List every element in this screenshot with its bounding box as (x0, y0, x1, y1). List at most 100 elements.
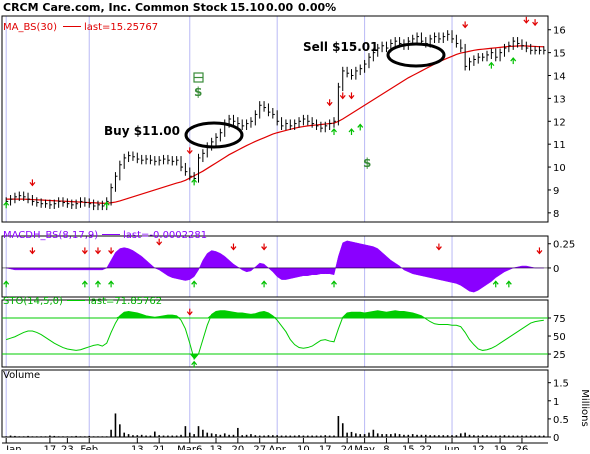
volume-bar (18, 436, 21, 437)
x-tick-label: 27 (253, 444, 266, 450)
volume-bar (254, 435, 257, 437)
price-buy-arrow (331, 128, 337, 136)
macd-sell-arrow (95, 247, 101, 255)
macd-buy-arrow-head (505, 280, 512, 285)
volume-bar (337, 415, 340, 437)
volume-bar (245, 434, 248, 437)
macd-sell-arrow (435, 243, 442, 251)
volume-bar (158, 435, 160, 437)
macd-sell-arrow (29, 247, 36, 255)
volume-bar (328, 435, 331, 437)
volume-bar (350, 431, 353, 437)
macd-buy-arrow-head (191, 280, 198, 285)
volume-bar (516, 435, 519, 437)
price-y-tick-label: 9 (553, 186, 559, 197)
price-sell-arrow-head (348, 95, 355, 100)
macd-y-tick-label: 0.25 (553, 240, 575, 251)
volume-bar (272, 435, 274, 437)
volume-bar (376, 433, 379, 437)
x-tick-label: 22 (419, 444, 432, 450)
volume-bar (188, 432, 191, 437)
macd-buy-arrow (331, 280, 337, 288)
x-tick-label: 21 (153, 444, 166, 450)
volume-bar (411, 434, 414, 437)
price-change-pct: 0.00% (298, 1, 336, 14)
volume-bar (145, 435, 147, 437)
sto-buy-arrow (191, 360, 198, 368)
volume-bar (333, 435, 335, 437)
chart-title: CRCM Care.com, Inc. Common Stock (3, 1, 228, 14)
volume-axis-label: Millions (579, 389, 590, 426)
x-tick-label: Jan (5, 444, 21, 450)
volume-bar (416, 434, 418, 437)
price-sell-arrow (348, 92, 355, 100)
volume-bar (355, 433, 357, 437)
price-buy-arrow-head (488, 61, 495, 67)
price-buy-arrow-head (510, 57, 517, 62)
volume-bar (429, 435, 431, 437)
volume-bar (341, 423, 344, 437)
volume-bar (101, 436, 104, 437)
volume-bar (105, 436, 108, 437)
volume-bar (127, 434, 130, 437)
volume-bar (390, 434, 392, 437)
volume-bar (175, 435, 178, 437)
macd-sell-arrow (81, 247, 88, 255)
volume-bar (75, 435, 77, 437)
volume-bar (140, 434, 143, 437)
volume-bar (53, 435, 56, 437)
x-tick-label: 13 (210, 444, 223, 450)
macd-legend: MACDH_BS(8,17,9) last=-0.0002281 (3, 230, 207, 241)
volume-bar (153, 431, 156, 437)
volume-bar (306, 435, 309, 437)
price-sell-arrow-head (326, 101, 333, 107)
macd-sell-arrow-head (108, 250, 115, 255)
macd-sell-arrow-head (536, 250, 543, 255)
volume-bar (193, 434, 195, 437)
macd-sell-arrow-head (29, 250, 36, 255)
x-tick-label: 12 (472, 444, 485, 450)
price-buy-arrow (191, 178, 198, 186)
sto-sell-arrow-head (186, 311, 193, 316)
macd-histogram-area (6, 240, 545, 293)
volume-bar (210, 433, 213, 437)
volume-bar (228, 434, 230, 437)
volume-bars (5, 413, 545, 437)
volume-bar (394, 433, 397, 437)
volume-bar (490, 435, 493, 437)
volume-bar (171, 435, 174, 437)
volume-bar (424, 434, 427, 437)
panel-frame-vol (1, 369, 549, 438)
sto-oversold-fill (6, 354, 544, 360)
macd-buy-arrow-head (261, 280, 268, 285)
volume-bar (311, 435, 313, 437)
panel-frames (1, 15, 549, 444)
dollar-marker-2: $ (363, 156, 371, 170)
volume-bar (512, 435, 515, 437)
volume-bar (263, 435, 265, 437)
x-tick-label: 17 (319, 444, 332, 450)
volume-bar (57, 436, 60, 437)
volume-bar (223, 433, 226, 437)
volume-bar (250, 434, 252, 437)
macd-buy-arrow-head (108, 280, 115, 285)
volume-bar (219, 434, 222, 437)
price-bars (5, 30, 546, 211)
sto-y-tick-label: 75 (553, 314, 566, 325)
volume-bar (276, 435, 278, 437)
price-sell-arrow (326, 99, 333, 107)
x-tick-label: Apr (269, 444, 287, 450)
volume-bar (538, 435, 541, 437)
volume-bar (302, 435, 305, 437)
price-sell-arrow-head (186, 149, 193, 155)
volume-bar (237, 427, 239, 437)
volume-y-tick-label: 1.5 (553, 379, 569, 390)
price-sell-arrow (523, 16, 530, 24)
macd-sell-arrow (536, 247, 543, 255)
volume-bar (27, 435, 29, 437)
volume-bar (40, 436, 42, 437)
macd-y-tick-label: 0 (553, 264, 559, 275)
sto-layer (2, 310, 548, 361)
volume-bar (289, 435, 292, 437)
